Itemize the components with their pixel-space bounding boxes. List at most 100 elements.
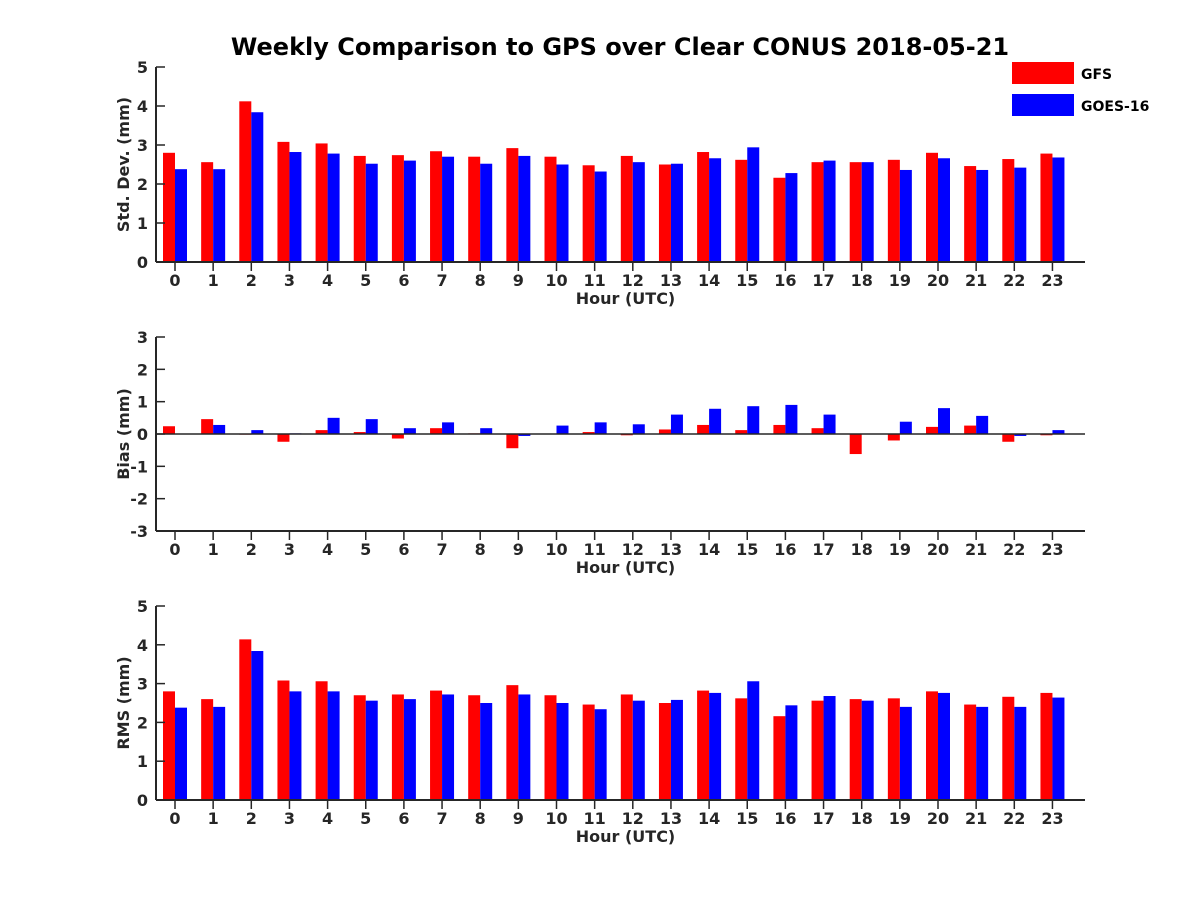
x-tick-label: 11 — [584, 271, 606, 290]
x-tick-label: 12 — [622, 809, 644, 828]
x-tick-label: 18 — [851, 809, 873, 828]
bar-gfs-18 — [849, 162, 862, 262]
bar-gfs-20 — [926, 426, 938, 434]
x-tick-label: 7 — [436, 540, 447, 559]
x-tick-label: 22 — [1003, 271, 1025, 290]
x-tick-label: 3 — [284, 809, 295, 828]
bar-gfs-6 — [391, 155, 404, 262]
bar-gfs-20 — [926, 152, 938, 262]
bar-goes-16-19 — [899, 169, 912, 262]
bar-goes-16-13 — [670, 163, 683, 262]
y-tick-label: -1 — [130, 457, 148, 476]
x-tick-label: 19 — [889, 271, 911, 290]
bar-gfs-18 — [849, 699, 862, 800]
bar-goes-16-21 — [976, 169, 989, 262]
series-gfs — [163, 419, 1053, 455]
bar-goes-16-19 — [899, 421, 912, 434]
x-tick-label: 13 — [660, 271, 682, 290]
y-tick-label: 2 — [137, 360, 148, 379]
bar-goes-16-3 — [289, 152, 302, 262]
bar-goes-16-10 — [556, 164, 569, 262]
bar-goes-16-2 — [251, 430, 264, 434]
bar-goes-16-0 — [175, 169, 187, 262]
bar-goes-16-1 — [213, 706, 226, 800]
x-tick-label: 18 — [851, 271, 873, 290]
x-tick-label: 10 — [545, 540, 567, 559]
bar-gfs-2 — [239, 101, 252, 262]
bar-goes-16-7 — [442, 156, 455, 262]
x-tick-label: 15 — [736, 540, 758, 559]
bar-gfs-3 — [277, 434, 290, 442]
bar-gfs-12 — [620, 694, 633, 800]
bar-gfs-15 — [735, 430, 748, 434]
bar-goes-16-10 — [556, 425, 569, 434]
y-tick-label: 2 — [137, 175, 148, 194]
bar-goes-16-4 — [327, 417, 340, 434]
bar-goes-16-2 — [251, 112, 264, 263]
bar-goes-16-7 — [442, 422, 455, 434]
x-tick-label: 17 — [812, 540, 834, 559]
x-tick-label: 9 — [513, 809, 524, 828]
bar-goes-16-15 — [747, 681, 760, 800]
bar-goes-16-20 — [938, 158, 950, 262]
bar-goes-16-18 — [861, 162, 874, 262]
x-tick-label: 16 — [774, 809, 796, 828]
bar-gfs-0 — [163, 426, 175, 434]
y-tick-label: 5 — [137, 58, 148, 77]
bar-goes-16-22 — [1014, 167, 1027, 262]
bar-gfs-21 — [964, 425, 977, 434]
x-tick-label: 7 — [436, 271, 447, 290]
bar-goes-16-23 — [1052, 157, 1065, 262]
y-axis-label: Bias (mm) — [114, 388, 133, 480]
bar-goes-16-10 — [556, 703, 569, 800]
bar-goes-16-1 — [213, 424, 226, 434]
x-tick-label: 7 — [436, 809, 447, 828]
series-goes-16 — [175, 404, 1065, 436]
bar-goes-16-0 — [175, 707, 187, 800]
bar-gfs-12 — [620, 155, 633, 262]
bar-goes-16-4 — [327, 153, 340, 262]
bar-goes-16-9 — [518, 434, 531, 436]
x-tick-label: 23 — [1041, 540, 1063, 559]
bar-goes-16-23 — [1052, 697, 1065, 800]
x-tick-label: 23 — [1041, 809, 1063, 828]
bar-goes-16-15 — [747, 147, 760, 262]
bar-goes-16-12 — [632, 424, 645, 434]
bar-gfs-5 — [353, 695, 366, 800]
x-tick-label: 16 — [774, 540, 796, 559]
bar-goes-16-11 — [594, 171, 607, 262]
x-tick-label: 5 — [360, 271, 371, 290]
bar-gfs-16 — [773, 716, 786, 800]
x-tick-label: 0 — [169, 271, 180, 290]
x-tick-label: 4 — [322, 540, 333, 559]
bar-goes-16-11 — [594, 422, 607, 434]
bar-gfs-17 — [811, 162, 824, 262]
y-tick-label: 4 — [137, 636, 148, 655]
bar-goes-16-21 — [976, 706, 989, 800]
bar-goes-16-11 — [594, 709, 607, 800]
x-tick-label: 8 — [475, 540, 486, 559]
bar-gfs-13 — [658, 703, 671, 800]
bar-goes-16-16 — [785, 404, 798, 434]
bar-gfs-8 — [468, 695, 481, 800]
x-tick-label: 13 — [660, 540, 682, 559]
x-tick-label: 19 — [889, 809, 911, 828]
bar-goes-16-5 — [365, 419, 378, 434]
bar-gfs-21 — [964, 704, 977, 800]
bar-gfs-4 — [315, 430, 328, 434]
bar-goes-16-14 — [709, 158, 722, 262]
bar-goes-16-5 — [365, 163, 378, 262]
y-axis-label: RMS (mm) — [114, 656, 133, 749]
bar-gfs-22 — [1002, 696, 1015, 800]
y-tick-label: -2 — [130, 490, 148, 509]
y-tick-label: 0 — [137, 791, 148, 810]
x-tick-label: 11 — [584, 809, 606, 828]
x-axis-label: Hour (UTC) — [576, 558, 676, 577]
x-tick-label: 18 — [851, 540, 873, 559]
bar-gfs-4 — [315, 681, 328, 800]
bar-gfs-15 — [735, 698, 748, 800]
bar-goes-16-12 — [632, 162, 645, 262]
x-tick-label: 1 — [208, 809, 219, 828]
